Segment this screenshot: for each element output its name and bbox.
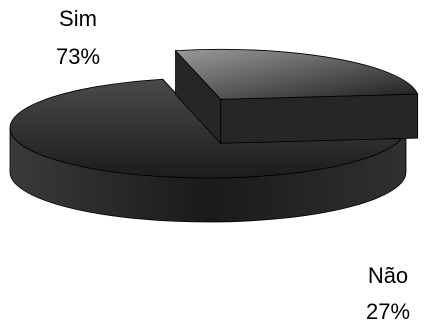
slice-label: Não [368, 263, 408, 288]
pie-slice [174, 48, 419, 100]
slice-label: Sim [59, 6, 97, 31]
slice-cut-face [220, 93, 419, 144]
slice-value-label: 27% [366, 299, 410, 324]
slice-value-label: 73% [56, 44, 100, 69]
